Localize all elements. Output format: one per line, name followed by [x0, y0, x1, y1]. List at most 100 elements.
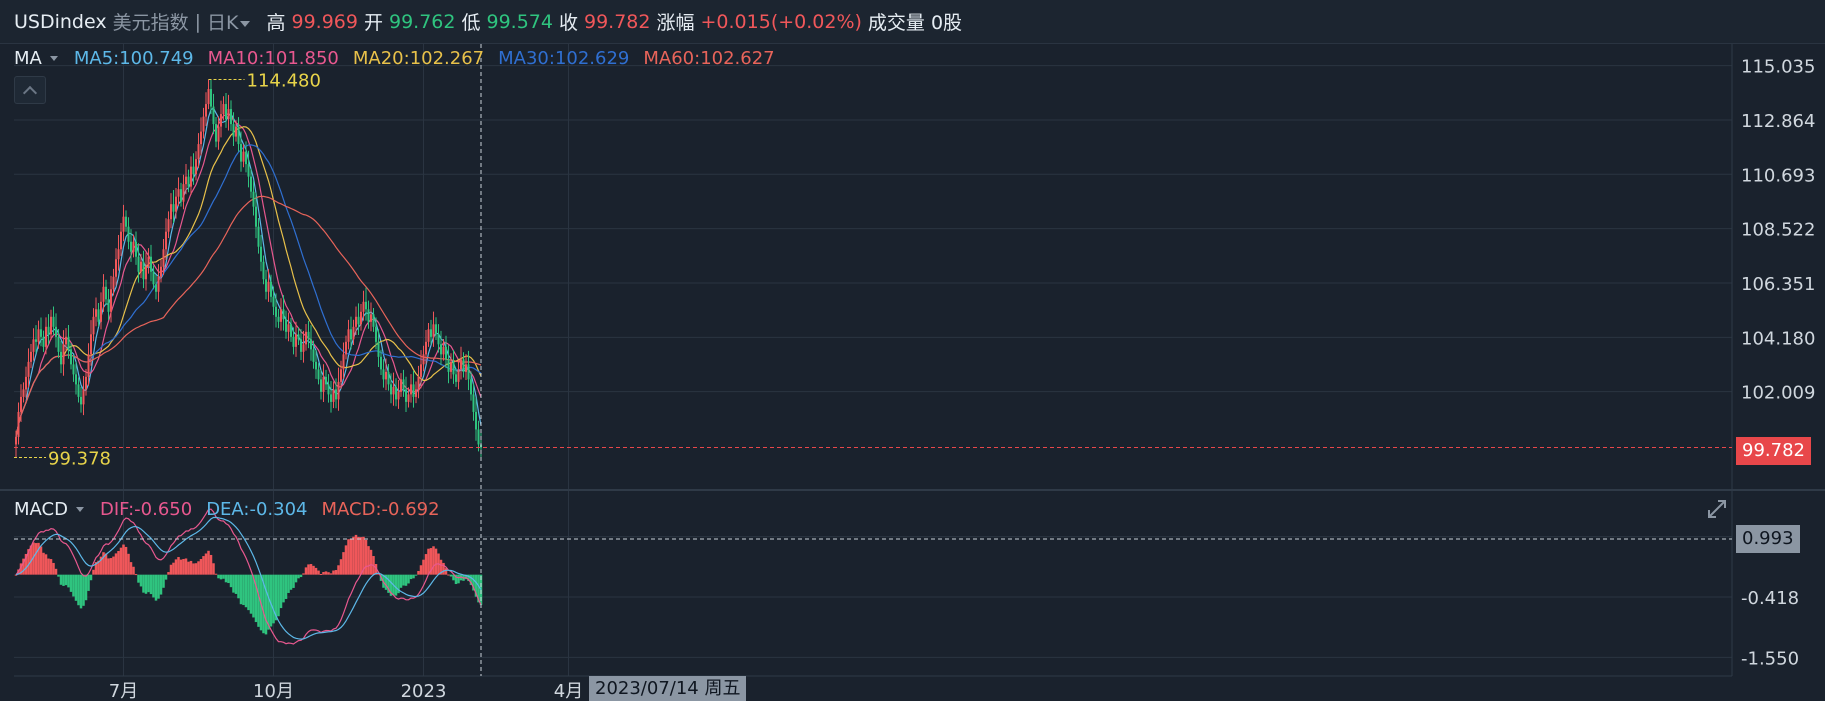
candle-body	[397, 391, 400, 400]
macd-bar	[217, 574, 220, 579]
price-tick-label: 110.693	[1741, 165, 1815, 186]
macd-lines	[15, 508, 482, 645]
price-tick-label: 112.864	[1741, 111, 1815, 132]
header-separator: |	[194, 10, 202, 33]
chevron-down-icon[interactable]	[49, 55, 58, 61]
candle-body	[270, 281, 272, 297]
ma5-value: MA5:100.749	[73, 47, 194, 69]
macd-bar	[212, 563, 215, 575]
macd-bar	[452, 574, 455, 581]
macd-bar	[314, 567, 318, 575]
open-label: 开	[363, 12, 383, 34]
ma-indicator-name[interactable]: MA	[14, 47, 42, 69]
macd-bar	[257, 574, 260, 627]
candle-body	[425, 341, 427, 355]
candle-body	[367, 309, 370, 322]
candle-body	[322, 376, 325, 392]
macd-bar	[229, 574, 233, 588]
macd-bar	[189, 560, 193, 575]
macd-bar	[307, 564, 310, 575]
macd-bar	[319, 573, 323, 575]
collapse-button[interactable]	[14, 76, 46, 104]
macd-bar	[147, 574, 150, 593]
macd-bar	[329, 573, 333, 575]
macd-bar	[284, 574, 288, 599]
candle-body	[317, 369, 320, 380]
candle-body	[355, 316, 357, 327]
candle-body	[190, 166, 192, 187]
macd-value: MACD:-0.692	[321, 498, 440, 520]
candle-body	[265, 279, 267, 292]
volume-value: 0股	[930, 12, 963, 34]
candle-body	[115, 259, 117, 277]
candle-body	[262, 261, 265, 280]
candle-body	[175, 196, 177, 212]
candle-body	[240, 144, 242, 162]
candle-body	[60, 351, 62, 365]
candle-body	[142, 261, 145, 280]
candle-body	[222, 104, 225, 115]
chart-canvas[interactable]: 114.480 99.378 115.035 112.864 110.693 108.5…	[0, 44, 1825, 701]
high-value: 99.969	[291, 10, 358, 33]
low-label: 低	[461, 12, 481, 34]
change-label: 涨幅	[656, 12, 695, 34]
macd-bar	[182, 558, 185, 575]
macd-bar	[87, 574, 90, 591]
symbol-code[interactable]: USDindex	[14, 10, 107, 33]
candle-body	[135, 241, 137, 257]
expand-icon[interactable]	[1706, 498, 1728, 520]
macd-bar	[184, 558, 188, 575]
macd-bar	[52, 562, 55, 575]
chevron-down-icon[interactable]	[75, 506, 84, 512]
candle-body	[460, 359, 462, 370]
macd-bar	[249, 574, 253, 614]
candle-body	[362, 301, 365, 312]
macd-bar	[279, 574, 283, 609]
macd-bar	[477, 574, 480, 603]
candle-body	[477, 429, 480, 445]
candle-body	[22, 389, 25, 397]
candle-body	[247, 164, 250, 177]
candle-body	[302, 344, 305, 352]
candle-body	[217, 126, 220, 142]
candle-body	[332, 389, 335, 402]
macd-bar	[122, 544, 125, 575]
candle-body	[95, 309, 97, 317]
candle-body	[335, 389, 337, 400]
macd-bar	[449, 574, 453, 577]
candle-body	[152, 271, 155, 285]
macd-bar	[107, 558, 110, 575]
candle-body	[462, 359, 465, 372]
candle-body	[405, 389, 407, 402]
macd-bar	[474, 574, 478, 597]
candle-body	[35, 339, 37, 342]
candle-body	[252, 191, 255, 207]
time-tick-label: 10月	[253, 681, 294, 701]
candle-body	[452, 361, 455, 375]
macd-bar	[347, 539, 350, 575]
macd-bar	[117, 550, 120, 575]
macd-bar	[297, 574, 300, 579]
macd-indicator-name[interactable]: MACD	[14, 498, 68, 520]
candle-body	[130, 241, 132, 252]
candle-body	[25, 376, 27, 390]
macd-bar	[292, 574, 295, 588]
macd-bar	[124, 546, 128, 575]
candle-body	[52, 316, 55, 327]
time-tick-label: 7月	[109, 681, 138, 701]
chart-overlay: 114.480 99.378	[14, 44, 1732, 676]
candle-body	[297, 334, 300, 340]
macd-bar	[334, 570, 338, 575]
macd-bar	[204, 553, 208, 575]
period-selector[interactable]: 日K	[207, 8, 260, 35]
macd-bar	[439, 559, 443, 575]
price-tick-label: 102.009	[1741, 383, 1815, 404]
macd-bar	[174, 559, 178, 575]
candle-body	[402, 379, 405, 390]
candle-body	[257, 226, 260, 247]
ma20-line	[15, 126, 482, 438]
candle-body	[155, 284, 157, 292]
candle-body	[255, 206, 257, 227]
candle-body	[250, 176, 252, 192]
candle-body	[117, 249, 120, 260]
